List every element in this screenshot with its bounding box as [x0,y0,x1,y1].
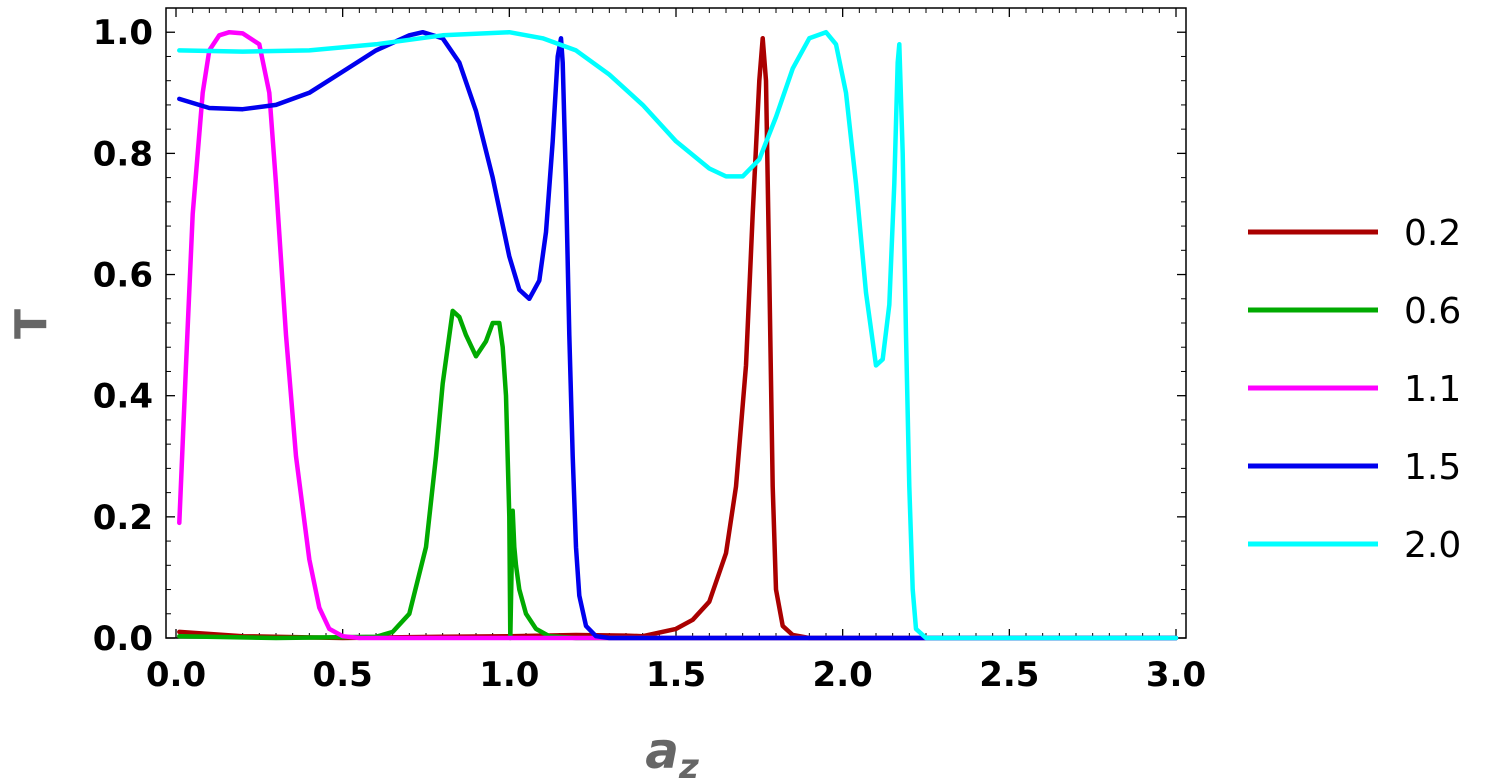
x-tick-label: 0.0 [146,655,206,695]
series-group [177,29,1179,641]
x-axis-label-main: a [645,722,679,780]
y-tick-labels: 0.0 0.2 0.4 0.6 0.8 1.0 [93,13,153,659]
x-axis-label: az [645,722,699,784]
x-tick-label: 2.5 [979,655,1039,695]
y-tick-label: 0.2 [93,498,153,538]
y-tick-label: 0.6 [93,256,153,296]
series-line-1.1 [177,29,1179,641]
y-tick-label: 0.0 [93,619,153,659]
legend: 0.2 0.6 1.1 1.5 2.0 [1248,213,1461,566]
x-tick-label: 2.0 [813,655,873,695]
series-line-1.5 [177,29,1179,641]
y-tick-label: 1.0 [93,13,153,53]
minor-ticks [166,8,1186,638]
y-axis-label: T [6,309,57,339]
x-tick-label: 1.5 [646,655,706,695]
legend-label-2.0: 2.0 [1404,525,1461,566]
x-tick-label: 0.5 [313,655,373,695]
y-tick-label: 0.4 [93,377,153,417]
major-ticks [166,8,1186,639]
x-tick-labels: 0.0 0.5 1.0 1.5 2.0 2.5 3.0 [146,655,1206,695]
plot-frame [165,7,1187,639]
legend-label-1.5: 1.5 [1404,447,1461,488]
x-axis-label-subscript: z [678,747,699,784]
legend-label-0.6: 0.6 [1404,291,1461,332]
legend-label-1.1: 1.1 [1404,369,1461,410]
series-line-2.0 [177,29,1179,641]
y-tick-label: 0.8 [93,134,153,174]
series-line-0.6 [177,308,1179,641]
x-tick-label: 1.0 [479,655,539,695]
series-line-0.2 [177,36,1179,641]
legend-label-0.2: 0.2 [1404,213,1461,254]
x-tick-label: 3.0 [1146,655,1206,695]
